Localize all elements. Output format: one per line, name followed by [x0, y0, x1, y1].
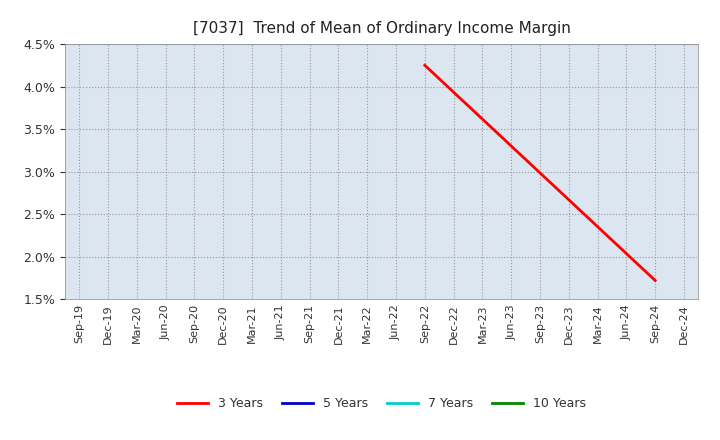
Title: [7037]  Trend of Mean of Ordinary Income Margin: [7037] Trend of Mean of Ordinary Income …	[193, 21, 570, 36]
Legend: 3 Years, 5 Years, 7 Years, 10 Years: 3 Years, 5 Years, 7 Years, 10 Years	[172, 392, 591, 415]
